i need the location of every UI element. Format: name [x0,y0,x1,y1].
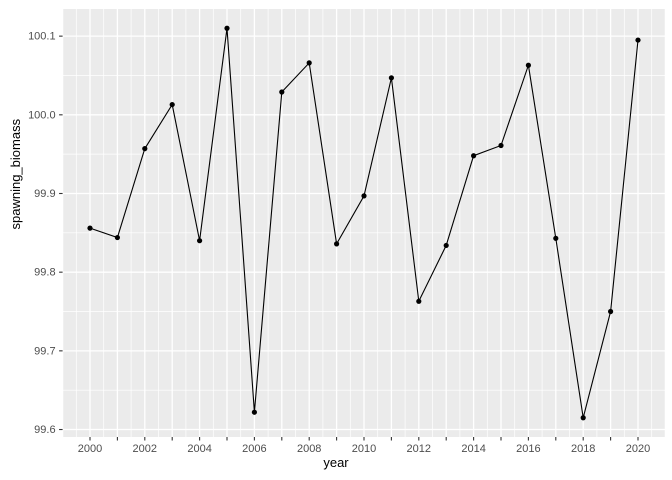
y-axis-tick-label: 99.8 [34,267,55,279]
data-point [416,298,422,304]
x-axis-tick-label: 2014 [461,443,485,455]
y-axis-tick-label: 99.9 [34,188,55,200]
x-axis-tick-label: 2018 [571,443,595,455]
data-point [525,62,532,68]
x-axis-tick-label: 2002 [133,443,157,455]
data-point [635,37,641,43]
data-point [279,89,285,95]
data-point [388,75,394,81]
data-point [224,25,230,31]
data-point [87,225,93,231]
x-axis-tick-label: 2012 [407,443,431,455]
data-point [197,238,203,244]
data-point [443,242,449,249]
data-point [334,241,340,247]
x-axis-tick-label: 2006 [242,443,266,455]
x-axis-title: year [323,455,349,470]
data-point [169,101,175,108]
y-axis-tick-label: 100.1 [28,31,56,43]
y-axis-title-text: spawning_biomass [8,118,23,230]
data-point [498,142,504,149]
data-point [142,146,148,152]
x-axis-tick-label: 2016 [516,443,540,455]
data-point [114,234,120,241]
x-axis-tick-label: 2000 [78,443,102,455]
data-point [553,235,559,241]
x-axis-tick-label: 2020 [626,443,650,455]
x-axis-tick-label: 2004 [187,443,211,455]
y-axis-tick-label: 100.0 [28,109,56,121]
x-axis-tick-label: 2008 [297,443,321,455]
data-point [306,60,312,66]
y-axis-tick-label: 99.6 [34,424,55,436]
y-axis-tick-label: 99.7 [34,345,55,357]
y-axis-title: spawning_biomass [8,118,23,230]
data-point [251,409,257,415]
data-point [361,193,367,199]
data-point [580,415,586,421]
data-point [608,308,614,315]
x-axis-tick-label: 2010 [352,443,376,455]
data-point [471,153,477,159]
